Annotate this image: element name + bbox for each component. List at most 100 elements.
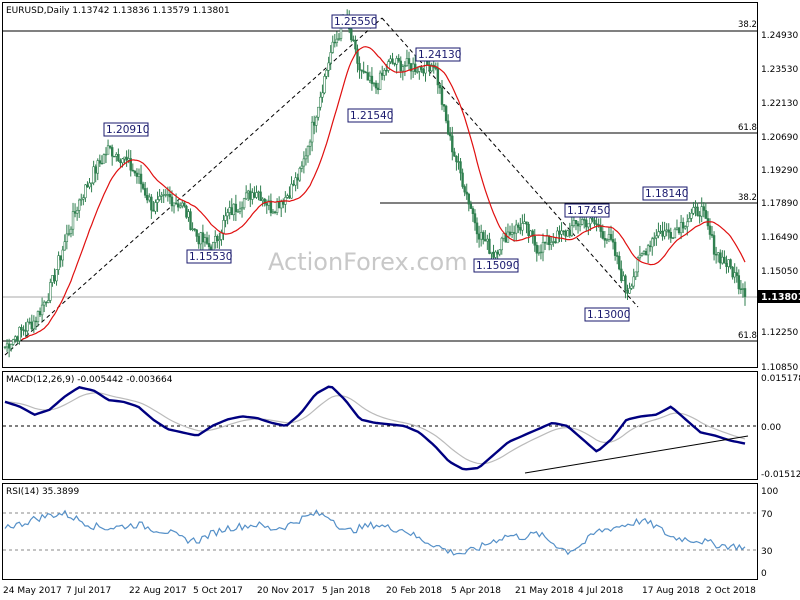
candle-body <box>45 301 48 304</box>
candle-body <box>55 269 58 282</box>
candle-body <box>12 339 15 345</box>
candle-body <box>141 183 145 189</box>
candle-body <box>271 211 275 214</box>
candle-body <box>104 153 108 156</box>
candle-body <box>335 38 339 43</box>
watermark: ActionForex.com <box>268 248 468 276</box>
candle-body <box>358 63 361 71</box>
price-tick: 1.24930 <box>761 31 798 41</box>
price-tick: 1.10850 <box>761 363 798 373</box>
candle-body <box>671 237 675 239</box>
candle-body <box>659 230 662 233</box>
candle-body <box>47 300 50 303</box>
candle-body <box>416 71 419 73</box>
candle-body <box>655 235 658 239</box>
candle-body <box>366 72 369 81</box>
candle-body <box>477 233 481 240</box>
candle-body <box>51 275 54 283</box>
candle-body <box>236 211 240 213</box>
candle-body <box>735 272 738 276</box>
swing-trendline-up <box>4 17 383 356</box>
candle-body <box>154 202 157 212</box>
candle-body <box>331 41 334 53</box>
svg-text:1.20910: 1.20910 <box>106 124 149 136</box>
candle-body <box>310 121 314 143</box>
candle-body <box>465 191 468 195</box>
date-tick: 2 Oct 2018 <box>706 586 756 596</box>
candle-body <box>354 39 357 50</box>
svg-text:1.18140: 1.18140 <box>645 188 688 200</box>
candle-body <box>100 162 104 165</box>
candle-body <box>696 206 699 216</box>
candle-body <box>164 194 167 196</box>
candle-body <box>479 232 483 240</box>
candle-body <box>253 192 256 198</box>
candle-body <box>694 206 697 209</box>
svg-text:1.13801: 1.13801 <box>761 292 800 303</box>
candle-body <box>247 190 250 194</box>
candle-body <box>566 230 569 237</box>
candle-body <box>609 234 613 240</box>
candle-body <box>537 252 541 254</box>
candle-body <box>646 245 650 256</box>
rsi-tick: 30 <box>761 547 773 557</box>
candle-body <box>620 268 623 282</box>
swing-label-1: 1.20910 <box>103 122 149 137</box>
candle-body <box>36 311 40 323</box>
candle-body <box>564 230 567 237</box>
candle-body <box>249 190 252 200</box>
svg-text:1.13000: 1.13000 <box>587 309 630 321</box>
candle-body <box>739 288 743 290</box>
candle-body <box>370 75 374 84</box>
candle-body <box>3 346 7 348</box>
candle-body <box>508 231 512 235</box>
candle-body <box>232 203 236 216</box>
candle-body <box>663 230 666 237</box>
candle-body <box>92 166 95 184</box>
svg-text:1.21540: 1.21540 <box>350 110 393 122</box>
price-tick: 1.17890 <box>761 199 798 209</box>
candle-body <box>653 237 656 240</box>
candle-body <box>286 195 289 198</box>
candle-body <box>356 48 359 64</box>
candle-body <box>657 231 660 237</box>
svg-text:1.15090: 1.15090 <box>476 260 519 272</box>
candle-body <box>234 203 238 212</box>
candle-body <box>376 87 380 90</box>
candle-body <box>622 275 625 282</box>
candle-body <box>552 241 555 243</box>
candle-body <box>82 197 85 200</box>
candle-body <box>449 133 452 137</box>
candle-body <box>106 145 110 155</box>
fib-label-2: 61.8 <box>738 123 757 133</box>
candle-body <box>170 196 174 207</box>
candle-body <box>290 183 293 199</box>
candle-body <box>191 228 194 230</box>
date-tick: 24 May 2017 <box>3 586 62 596</box>
candle-body <box>642 250 646 254</box>
candle-body <box>543 242 547 244</box>
candle-body <box>440 87 444 105</box>
macd-signal-line <box>4 392 746 465</box>
candle-body <box>556 230 559 244</box>
price-tick: 1.20690 <box>761 133 798 143</box>
candle-body <box>113 155 116 158</box>
candle-body <box>308 141 312 147</box>
candle-body <box>523 221 526 224</box>
candle-body <box>681 222 685 229</box>
candle-body <box>539 251 543 254</box>
candle-body <box>131 169 134 172</box>
candle-body <box>591 217 594 221</box>
candle-body <box>576 223 580 227</box>
candle-body <box>125 156 128 161</box>
candle-body <box>277 201 281 209</box>
candle-body <box>558 230 561 235</box>
candle-body <box>669 231 672 239</box>
candle-body <box>442 104 446 107</box>
price-tick: 1.16490 <box>761 233 798 243</box>
candle-body <box>102 154 106 164</box>
candle-body <box>708 225 712 235</box>
candle-body <box>517 224 520 228</box>
candle-body <box>484 239 487 242</box>
